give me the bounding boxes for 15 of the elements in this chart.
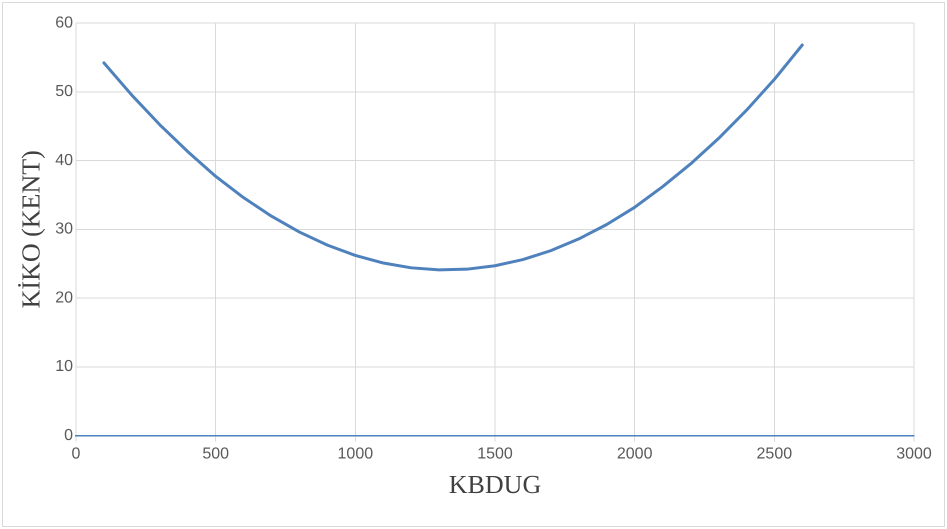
x-tick-label: 2000 [616,446,653,463]
x-tick-label: 1500 [477,446,513,463]
y-tick-label: 0 [64,427,74,444]
x-tick-label: 3000 [896,446,932,463]
y-tick-label: 30 [55,220,74,238]
x-tick-label: 2500 [756,446,792,463]
y-tick-label: 50 [55,83,74,100]
y-tick-label: 20 [55,289,74,306]
y-tick-label: 60 [55,14,74,32]
x-axis-title: KBDUG [448,470,542,500]
y-axis-title: KİKO (KENT) [16,150,46,308]
y-tick-label: 40 [55,152,74,169]
y-tick-label: 10 [55,358,74,376]
x-tick-label: 1000 [338,446,374,463]
x-tick-label: 500 [202,446,230,463]
